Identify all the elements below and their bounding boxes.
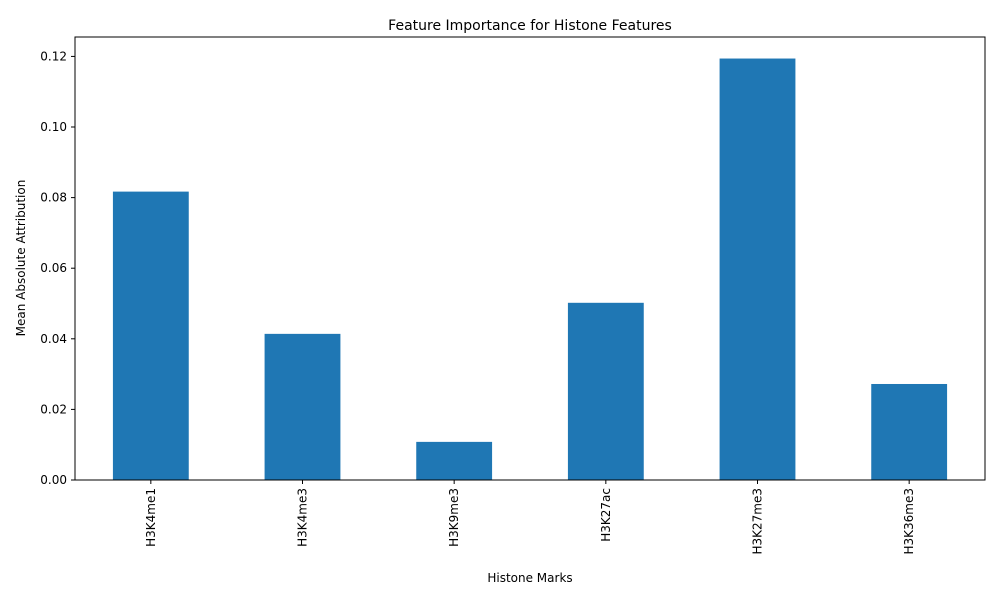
y-tick-label: 0.06 xyxy=(40,261,67,275)
chart-title: Feature Importance for Histone Features xyxy=(388,18,672,34)
y-tick-label: 0.04 xyxy=(40,332,67,346)
x-tick-label: H3K4me3 xyxy=(296,488,310,547)
x-axis-label: Histone Marks xyxy=(487,571,572,585)
bar-h3k27me3 xyxy=(719,58,796,480)
y-axis-label: Mean Absolute Attribution xyxy=(14,180,28,337)
x-tick-label: H3K4me1 xyxy=(144,488,158,547)
bar-h3k4me3 xyxy=(264,333,341,480)
x-tick-label: H3K36me3 xyxy=(902,488,916,555)
y-tick-label: 0.12 xyxy=(40,49,67,63)
bars-layer xyxy=(112,58,948,480)
bar-h3k36me3 xyxy=(871,383,948,480)
x-tick-label: H3K27ac xyxy=(599,488,613,542)
bar-h3k27ac xyxy=(567,302,644,480)
bar-h3k9me3 xyxy=(416,441,493,480)
x-tick-label: H3K27me3 xyxy=(751,488,765,555)
y-tick-label: 0.00 xyxy=(40,473,67,487)
bar-h3k4me1 xyxy=(112,191,189,480)
y-tick-label: 0.02 xyxy=(40,402,67,416)
y-tick-label: 0.10 xyxy=(40,120,67,134)
axes-layer: 0.00 0.02 0.04 0.06 0.08 0.10 0.12 H3K4me1 H3K4m… xyxy=(40,36,986,555)
plot-frame xyxy=(74,36,986,481)
y-tick-label: 0.08 xyxy=(40,191,67,205)
x-tick-label: H3K9me3 xyxy=(447,488,461,547)
